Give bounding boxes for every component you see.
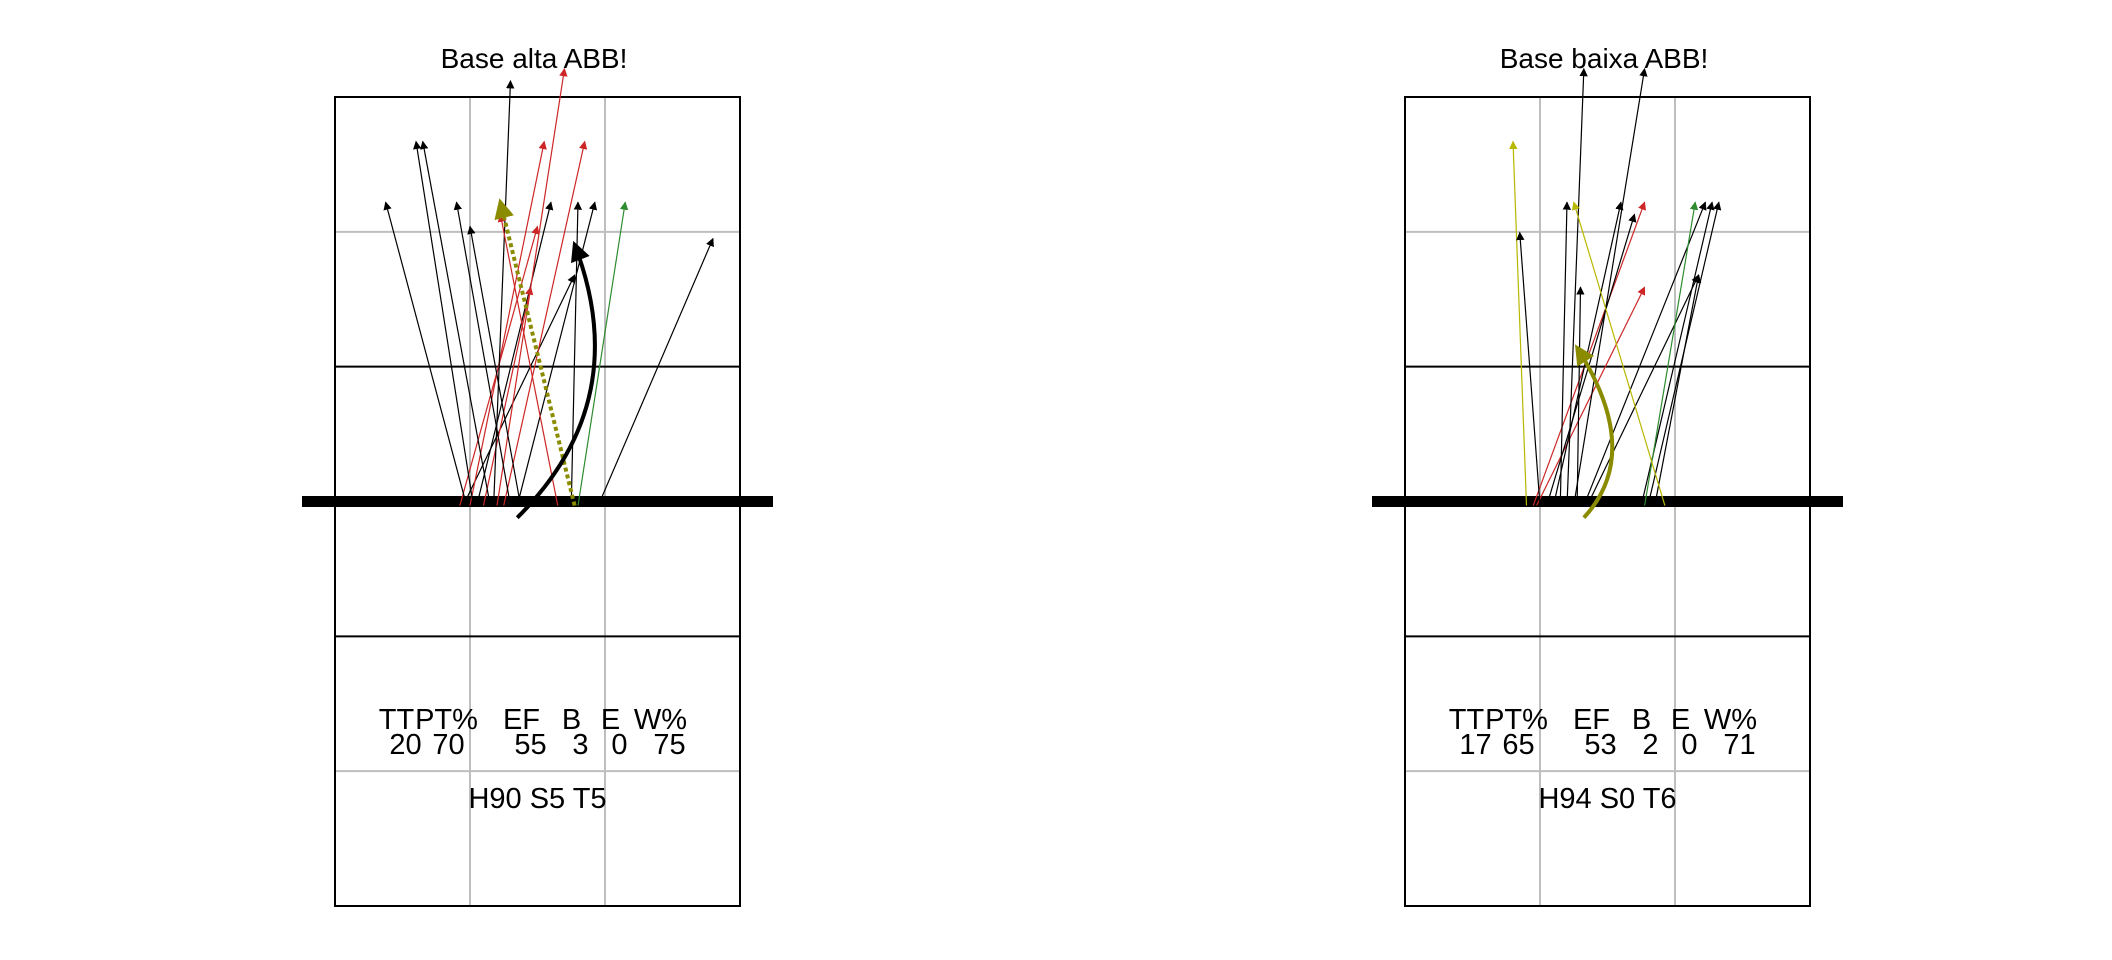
stat-header-ef: EF xyxy=(503,704,540,736)
attack-arrow xyxy=(1576,286,1585,506)
attack-arrow xyxy=(496,67,568,506)
stat-value-b: 2 xyxy=(1642,729,1658,761)
attack-arrow xyxy=(503,140,588,506)
attack-arrow xyxy=(419,140,491,506)
attack-arrow xyxy=(1644,201,1699,506)
stat-header-ef: EF xyxy=(1573,704,1610,736)
stat-header-tt: TT xyxy=(1449,704,1485,736)
stat-value-ef: 53 xyxy=(1584,729,1616,761)
attack-arrow xyxy=(1536,286,1646,506)
stat-header-pt: PT% xyxy=(415,704,478,736)
attack-arrow xyxy=(1573,67,1648,506)
attack-arrow xyxy=(577,201,629,506)
attack-arrow xyxy=(462,274,576,506)
attack-arrow xyxy=(1509,140,1528,506)
stats-table: TT PT% EF B E W% 17 65 53 2 0 71 xyxy=(1449,704,1757,761)
attack-arrow-curve xyxy=(515,240,597,520)
attack-arrow xyxy=(1654,274,1702,506)
stat-value-tt: 20 xyxy=(389,729,421,761)
attack-arrow xyxy=(1566,67,1588,506)
stat-header-w: W% xyxy=(634,704,687,736)
stats-table: TT PT% EF B E W% 20 70 55 3 0 75 xyxy=(379,704,687,761)
stat-header-w: W% xyxy=(1704,704,1757,736)
stat-header-b: B xyxy=(1632,704,1651,736)
attack-arrow xyxy=(453,201,512,506)
court-grid xyxy=(1372,96,1843,907)
attack-arrows xyxy=(383,67,714,520)
attack-arrows xyxy=(1509,67,1722,520)
stat-header-tt: TT xyxy=(379,704,415,736)
attack-arrow xyxy=(1559,201,1572,506)
stat-value-e: 0 xyxy=(1681,729,1697,761)
court-panel-base-alta: Base alta ABB! TT PT% EF B E W% 20 70 55… xyxy=(302,43,773,907)
stat-value-pt: 65 xyxy=(1502,729,1534,761)
stat-header-b: B xyxy=(562,704,581,736)
attack-arrow xyxy=(497,213,559,506)
attack-arrow xyxy=(1532,201,1646,506)
court-grid xyxy=(302,96,773,907)
attack-arrow xyxy=(516,201,598,506)
summary-text: H94 S0 T6 xyxy=(1538,783,1676,815)
stat-value-w: 71 xyxy=(1723,729,1755,761)
attack-arrow xyxy=(1586,274,1700,506)
panel-title: Base baixa ABB! xyxy=(1500,43,1709,74)
attack-arrow xyxy=(413,140,474,506)
attack-arrow xyxy=(597,237,714,506)
stat-value-e: 0 xyxy=(611,729,627,761)
attack-arrow xyxy=(476,201,554,506)
stat-header-e: E xyxy=(601,704,620,736)
attack-arrow-curve xyxy=(1574,344,1615,520)
stat-header-pt: PT% xyxy=(1485,704,1548,736)
stat-value-ef: 55 xyxy=(514,729,546,761)
stat-value-b: 3 xyxy=(572,729,588,761)
attack-arrow xyxy=(467,225,522,506)
attack-arrow xyxy=(493,79,515,506)
attack-arrow-dashed xyxy=(494,198,577,507)
attack-arrow xyxy=(383,201,468,506)
stat-value-pt: 70 xyxy=(432,729,464,761)
stat-value-w: 75 xyxy=(653,729,685,761)
summary-text: H90 S5 T5 xyxy=(468,783,606,815)
attack-arrow xyxy=(1516,231,1541,506)
attack-arrow xyxy=(482,286,534,506)
attack-arrow xyxy=(469,140,547,506)
stat-header-e: E xyxy=(1671,704,1690,736)
attack-arrow xyxy=(1571,201,1666,506)
panel-title: Base alta ABB! xyxy=(441,43,628,74)
court-panel-base-baixa: Base baixa ABB! TT PT% EF B E W% 17 65 5… xyxy=(1372,43,1843,907)
attack-arrow xyxy=(1583,201,1707,506)
stat-value-tt: 17 xyxy=(1459,729,1491,761)
